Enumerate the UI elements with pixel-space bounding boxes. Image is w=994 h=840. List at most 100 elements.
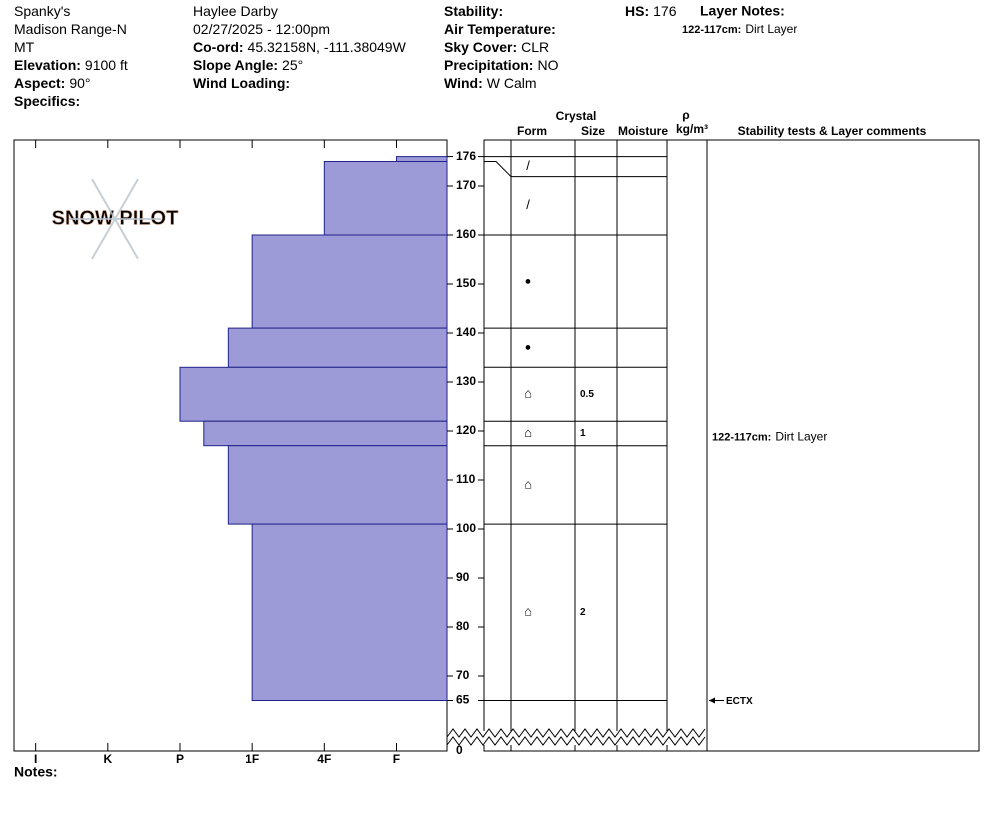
header-field: Air Temperature: xyxy=(444,21,556,37)
header-field: Specifics: xyxy=(14,93,80,109)
grain-form: ● xyxy=(525,342,532,354)
hardness-bar xyxy=(227,445,448,525)
hardness-label: 4F xyxy=(317,752,331,766)
label: 122-117cm: xyxy=(682,24,741,36)
value: 02/27/2025 - 12:00pm xyxy=(193,21,330,37)
label: Slope Angle: xyxy=(193,57,278,73)
hardness-bar xyxy=(179,366,448,422)
label: 122-117cm: xyxy=(712,431,771,443)
label: Sky Cover: xyxy=(444,39,517,55)
test-arrowhead xyxy=(709,697,715,704)
hardness-bar xyxy=(227,327,448,368)
flake-arm xyxy=(91,218,116,260)
header-field: Stability: xyxy=(444,3,503,19)
value: 25° xyxy=(282,57,303,73)
column-header: Size xyxy=(581,124,605,138)
header-field: Precipitation: NO xyxy=(444,57,559,73)
hardness-bar xyxy=(251,523,448,701)
grain-form: ⌂ xyxy=(524,386,532,401)
header-field: Haylee Darby xyxy=(193,3,278,19)
value: 9100 ft xyxy=(85,57,128,73)
column-header: Moisture xyxy=(618,124,668,138)
value: Haylee Darby xyxy=(193,3,278,19)
height-label: 90 xyxy=(456,570,470,584)
value: W Calm xyxy=(487,75,537,91)
hardness-bar xyxy=(251,234,448,329)
height-label: 80 xyxy=(456,619,470,633)
value: 45.32158N, -111.38049W xyxy=(248,39,407,55)
label: Specifics: xyxy=(14,93,80,109)
grain-form: ⌂ xyxy=(524,604,532,619)
header-field: MT xyxy=(14,39,35,55)
height-label: 176 xyxy=(456,149,476,163)
flake-arm xyxy=(114,178,139,220)
height-label: 110 xyxy=(456,472,476,486)
column-header: Form xyxy=(517,124,547,138)
hardness-bar xyxy=(203,420,448,447)
flake-arm xyxy=(114,218,139,260)
hs: HS: 176 xyxy=(625,3,677,19)
label: Wind: xyxy=(444,75,483,91)
height-label: 140 xyxy=(456,325,476,339)
value: MT xyxy=(14,39,35,55)
layer-notes-title: Layer Notes: xyxy=(700,3,785,19)
layer-comment: 122-117cm: Dirt Layer xyxy=(712,430,827,444)
grain-size: 2 xyxy=(580,607,586,618)
height-label: 170 xyxy=(456,178,476,192)
hardness-bar xyxy=(323,161,448,236)
notes-label: Notes: xyxy=(14,764,58,780)
test-result: ECTX xyxy=(726,696,753,707)
break-zigzag xyxy=(446,736,706,746)
layer-connector xyxy=(484,161,667,178)
value: Dirt Layer xyxy=(745,22,797,36)
header-field: Spanky's xyxy=(14,3,70,19)
column-header: Stability tests & Layer comments xyxy=(738,124,927,138)
flake-arm xyxy=(91,178,116,220)
header-field: Aspect: 90° xyxy=(14,75,91,91)
value: Dirt Layer xyxy=(775,430,827,444)
header-field: Wind Loading: xyxy=(193,75,290,91)
value: Madison Range-N xyxy=(14,21,127,37)
column-header: Crystal xyxy=(556,109,597,123)
header-field: Wind: W Calm xyxy=(444,75,537,91)
label: Co-ord: xyxy=(193,39,244,55)
grain-form: / xyxy=(526,158,530,173)
value: Spanky's xyxy=(14,3,70,19)
grain-form: ● xyxy=(525,275,532,287)
height-label: 130 xyxy=(456,374,476,388)
label: Precipitation: xyxy=(444,57,533,73)
value: NO xyxy=(537,57,558,73)
height-label: 0 xyxy=(456,743,463,757)
header-field: Elevation: 9100 ft xyxy=(14,57,128,73)
grain-form: / xyxy=(526,197,530,212)
hardness-label: P xyxy=(176,752,184,766)
label: HS: xyxy=(625,3,649,19)
header-field: Sky Cover: CLR xyxy=(444,39,549,55)
label: Stability: xyxy=(444,3,503,19)
hardness-label: K xyxy=(103,752,112,766)
logo-flake xyxy=(69,178,161,260)
height-label: 70 xyxy=(456,668,470,682)
grain-form: ⌂ xyxy=(524,476,532,491)
hardness-label: F xyxy=(393,752,400,766)
header-field: Co-ord: 45.32158N, -111.38049W xyxy=(193,39,407,55)
layer-note: 122-117cm: Dirt Layer xyxy=(682,22,797,36)
grain-form: ⌂ xyxy=(524,425,532,440)
header-field: Madison Range-N xyxy=(14,21,127,37)
height-label: 120 xyxy=(456,423,476,437)
hardness-bar xyxy=(395,156,448,163)
hardness-label: I xyxy=(34,752,37,766)
hardness-label: 1F xyxy=(245,752,259,766)
height-label: 65 xyxy=(456,693,470,707)
column-header: ρ xyxy=(682,108,689,122)
label: Air Temperature: xyxy=(444,21,556,37)
value: CLR xyxy=(521,39,549,55)
value: 176 xyxy=(653,3,677,19)
break-zigzag xyxy=(446,728,706,738)
label: Wind Loading: xyxy=(193,75,290,91)
height-label: 160 xyxy=(456,227,476,241)
height-label: 150 xyxy=(456,276,476,290)
value: 90° xyxy=(69,75,90,91)
